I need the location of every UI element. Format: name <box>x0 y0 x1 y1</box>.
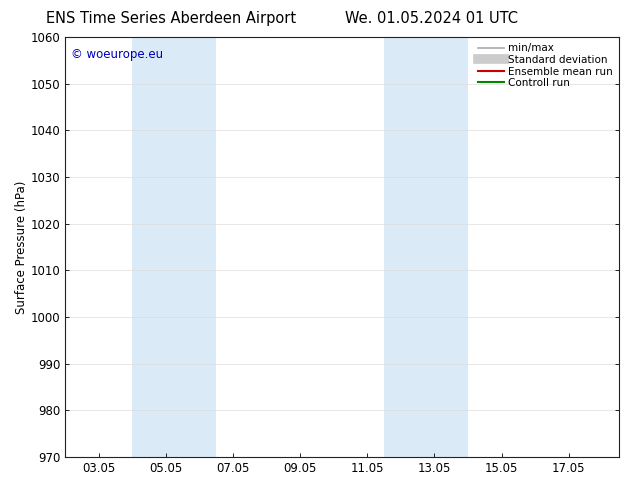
Bar <box>384 37 468 457</box>
Bar <box>133 37 216 457</box>
Y-axis label: Surface Pressure (hPa): Surface Pressure (hPa) <box>15 180 28 314</box>
Text: We. 01.05.2024 01 UTC: We. 01.05.2024 01 UTC <box>345 11 517 26</box>
Text: ENS Time Series Aberdeen Airport: ENS Time Series Aberdeen Airport <box>46 11 296 26</box>
Text: © woeurope.eu: © woeurope.eu <box>71 48 163 61</box>
Legend: min/max, Standard deviation, Ensemble mean run, Controll run: min/max, Standard deviation, Ensemble me… <box>475 40 616 91</box>
